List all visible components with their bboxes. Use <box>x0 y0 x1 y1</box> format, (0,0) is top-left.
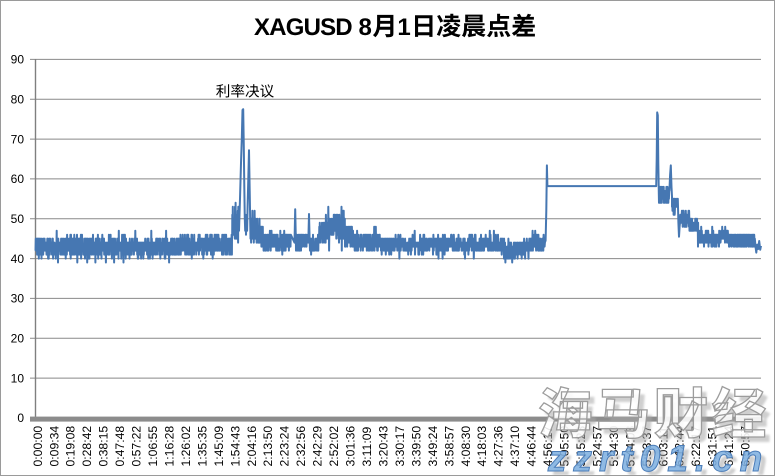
svg-text:0:28:42: 0:28:42 <box>80 426 94 467</box>
svg-text:3:20:43: 3:20:43 <box>377 426 391 467</box>
svg-text:70: 70 <box>11 132 25 146</box>
svg-text:0:19:08: 0:19:08 <box>64 426 78 467</box>
svg-text:0: 0 <box>17 411 24 425</box>
svg-text:30: 30 <box>11 292 25 306</box>
svg-text:4:37:10: 4:37:10 <box>508 426 522 467</box>
svg-text:4:27:36: 4:27:36 <box>492 426 506 467</box>
svg-text:0:09:34: 0:09:34 <box>47 426 61 467</box>
svg-text:1:45:09: 1:45:09 <box>212 426 226 467</box>
svg-text:80: 80 <box>11 93 25 107</box>
svg-text:2:13:50: 2:13:50 <box>261 426 275 467</box>
svg-text:50: 50 <box>11 212 25 226</box>
svg-text:1:06:55: 1:06:55 <box>146 426 160 467</box>
svg-text:3:39:50: 3:39:50 <box>409 426 423 467</box>
svg-text:2:32:56: 2:32:56 <box>294 426 308 467</box>
svg-text:2:52:02: 2:52:02 <box>327 426 341 467</box>
svg-text:10: 10 <box>11 371 25 385</box>
svg-text:1:26:02: 1:26:02 <box>179 426 193 467</box>
svg-text:3:49:24: 3:49:24 <box>426 426 440 467</box>
svg-text:1:16:28: 1:16:28 <box>163 426 177 467</box>
svg-text:2:42:29: 2:42:29 <box>311 426 325 467</box>
svg-text:4:18:03: 4:18:03 <box>475 426 489 467</box>
svg-text:4:46:44: 4:46:44 <box>525 426 539 467</box>
svg-text:40: 40 <box>11 252 25 266</box>
svg-text:20: 20 <box>11 332 25 346</box>
svg-text:60: 60 <box>11 172 25 186</box>
svg-text:0:57:22: 0:57:22 <box>130 426 144 467</box>
svg-text:0:38:15: 0:38:15 <box>97 426 111 467</box>
svg-text:3:01:36: 3:01:36 <box>344 426 358 467</box>
svg-text:3:11:09: 3:11:09 <box>360 427 374 467</box>
svg-text:2:04:16: 2:04:16 <box>245 426 259 467</box>
svg-text:0:47:48: 0:47:48 <box>113 426 127 467</box>
svg-text:90: 90 <box>11 53 25 67</box>
svg-text:2:23:24: 2:23:24 <box>278 426 292 467</box>
svg-text:3:30:17: 3:30:17 <box>393 426 407 467</box>
svg-text:1:54:43: 1:54:43 <box>228 426 242 467</box>
svg-text:0:00:00: 0:00:00 <box>31 426 45 467</box>
svg-text:1:35:35: 1:35:35 <box>195 426 209 467</box>
svg-text:3:58:57: 3:58:57 <box>442 426 456 467</box>
svg-text:4:08:30: 4:08:30 <box>459 426 473 467</box>
